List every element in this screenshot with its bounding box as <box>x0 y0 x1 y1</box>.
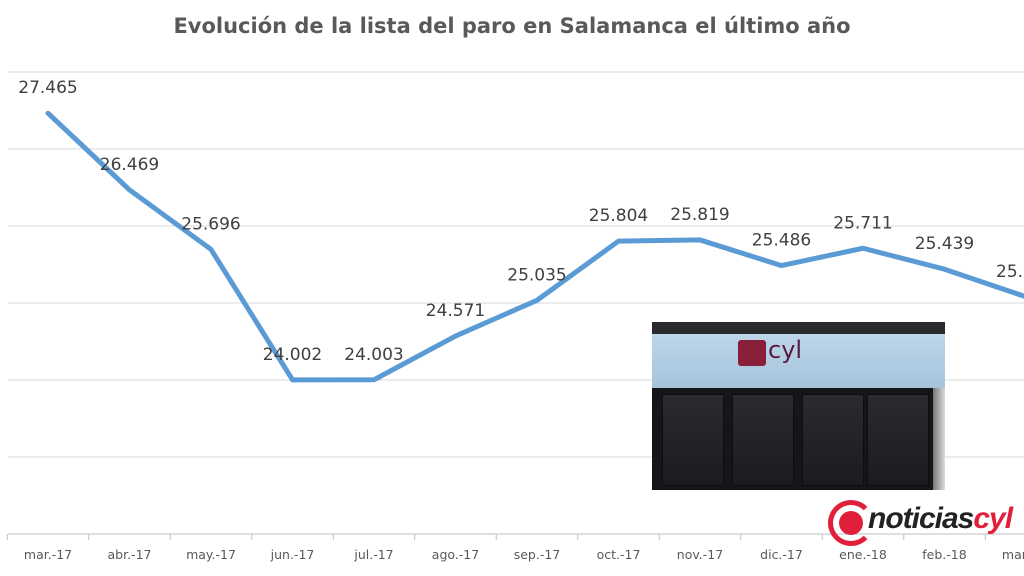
data-label: 24.002 <box>263 345 322 365</box>
data-point <box>862 247 864 250</box>
x-tick-label: abr.-17 <box>108 547 152 562</box>
photo-roof <box>652 322 945 334</box>
data-label: 26.469 <box>100 155 159 175</box>
x-tick-label: mar.-18 <box>1002 547 1024 562</box>
brand-dot-icon <box>839 511 863 535</box>
data-label: 25.804 <box>589 206 648 226</box>
data-label: 25.711 <box>833 213 892 233</box>
data-point <box>536 299 538 302</box>
x-tick-label: jul.-17 <box>353 547 393 562</box>
photo-wall <box>933 388 945 490</box>
brand-text: noticiascyl <box>868 502 1013 535</box>
x-tick-label: jun.-17 <box>270 547 315 562</box>
photo-window <box>867 394 929 486</box>
brand-ring-icon <box>828 500 874 546</box>
data-point <box>780 264 783 267</box>
x-tick-label: ago.-17 <box>432 547 479 562</box>
data-point <box>373 378 375 381</box>
chart-title: Evolución de la lista del paro en Salama… <box>173 14 851 38</box>
photo-window <box>662 394 724 486</box>
data-point <box>210 248 212 251</box>
data-label: 25.696 <box>181 214 240 234</box>
x-tick-label: sep.-17 <box>514 547 561 562</box>
x-tick-label: feb.-18 <box>922 547 966 562</box>
data-label: 25.819 <box>670 205 729 225</box>
data-label: 27.465 <box>18 78 77 98</box>
data-label: 25.486 <box>752 231 811 251</box>
ecyl-logo-icon <box>738 340 766 366</box>
data-point <box>454 335 457 338</box>
x-tick-label: ene.-18 <box>839 547 887 562</box>
photo-window <box>732 394 794 486</box>
ecyl-logo-text: cyl <box>768 336 803 364</box>
data-label: 24.571 <box>426 301 485 321</box>
noticiascyl-watermark: noticiascyl <box>828 500 1024 546</box>
data-point <box>128 188 131 191</box>
data-label: 24.003 <box>344 345 403 365</box>
photo-sign <box>652 334 945 388</box>
data-point <box>291 378 294 381</box>
x-tick-label: mar.-17 <box>24 547 72 562</box>
x-tick-label: dic.-17 <box>760 547 803 562</box>
x-tick-label: may.-17 <box>186 547 236 562</box>
x-tick-label: oct.-17 <box>597 547 641 562</box>
data-label: 25.035 <box>507 265 566 285</box>
x-tick-label: nov.-17 <box>677 547 723 562</box>
data-point <box>943 268 946 271</box>
data-label: 25. <box>996 262 1023 282</box>
data-point <box>699 238 701 241</box>
office-photo: cyl <box>652 322 945 490</box>
photo-window <box>802 394 864 486</box>
data-label: 25.439 <box>915 234 974 254</box>
data-point <box>617 240 620 243</box>
data-point <box>47 112 49 115</box>
